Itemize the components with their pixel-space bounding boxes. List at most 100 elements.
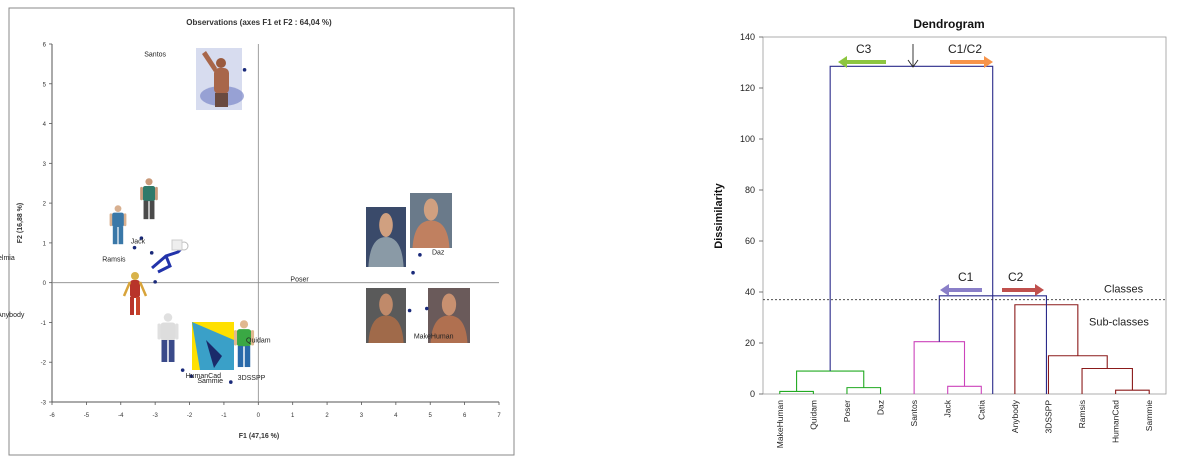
scatter-y-tick-label: 4 (43, 122, 47, 128)
scatter-y-tick-label: 0 (43, 281, 47, 287)
scatter-x-tick-label: 1 (291, 413, 295, 419)
scatter-point-delmia (132, 245, 137, 250)
scatter-point-quidam (407, 308, 412, 313)
dendrogram-y-tick-label: 140 (740, 32, 755, 42)
dendrogram-leaf-santos: Santos (909, 400, 919, 426)
scatter-y-tick-label: -3 (41, 401, 47, 407)
dendrogram-y-tick-label: 40 (745, 287, 755, 297)
dendrogram-y-tick-label: 20 (745, 338, 755, 348)
dendrogram-link-c3 (796, 370, 865, 392)
dendrogram-link-main (829, 65, 994, 394)
scatter-point-anybody (153, 280, 157, 284)
scatter-x-tick-label: 3 (360, 413, 364, 419)
scatter-point-sammie (189, 374, 194, 378)
ramsis-thumbnail (151, 239, 189, 274)
scatter-label-jack: Jack (131, 239, 146, 246)
scatter-points (132, 68, 429, 384)
scatter-y-tick-label: -2 (41, 361, 47, 367)
dendrogram-y-axis-label: Dissimilarity (713, 182, 725, 248)
dendrogram-plot-frame (762, 36, 1167, 395)
quidam-thumbnail (366, 288, 406, 343)
scatter-x-tick-label: 4 (394, 413, 398, 419)
scatter-x-tick-label: -5 (84, 413, 90, 419)
annotation-c3: C3 (856, 42, 872, 56)
scatter-y-tick-label: 6 (43, 43, 47, 49)
dendrogram-leaf-ramsis: Ramsis (1077, 400, 1087, 428)
dendrogram-leaf-catia: Catia (976, 400, 986, 420)
dendrogram-link-c2 (1115, 389, 1150, 394)
dendrogram-leaf-3dsspp: 3DSSPP (1043, 400, 1053, 434)
dendrogram-link-c3 (846, 387, 882, 394)
scatter-label-sammie: Sammie (197, 378, 223, 385)
scatter-point-poser (411, 270, 415, 275)
annotation-c1: C1 (958, 270, 974, 284)
dendrogram-leaf-quidam: Quidam (808, 400, 818, 430)
dendrogram-leaf-humancad: HumanCad (1111, 400, 1121, 443)
scatter-x-tick-label: 7 (497, 413, 501, 419)
scatter-x-tick-label: -6 (49, 413, 55, 419)
arrow-c1 (940, 284, 982, 296)
dendrogram-leaf-anybody: Anybody (1010, 399, 1020, 433)
dendrogram-chart: Dendrogram Dissimilarity 0 20 40 60 80 100 120… (713, 17, 1167, 448)
dendrogram-y-ticks: 0 20 40 60 80 100 120 140 (740, 32, 763, 399)
scatter-y-tick-label: 1 (43, 241, 47, 247)
daz-thumbnail (410, 193, 452, 248)
scatter-label-santos: Santos (144, 51, 166, 58)
scatter-y-ticks: -3 -2 -1 0 1 2 3 4 5 6 (41, 43, 52, 407)
scatter-point-daz (418, 253, 422, 257)
poser-thumbnail (366, 207, 406, 267)
dendrogram-y-tick-label: 120 (740, 83, 755, 93)
humancad-thumbnail (157, 313, 179, 362)
scatter-title: Observations (axes F1 et F2 : 64,04 %) (186, 18, 332, 27)
scatter-label-ramsis: Ramsis (102, 256, 126, 263)
scatter-label-delmia: Delmia (0, 255, 15, 262)
pointer-arrow (907, 44, 919, 68)
makehuman-thumbnail (428, 288, 470, 343)
scatter-label-3dsspp: 3DSSPP (238, 375, 266, 382)
dendrogram-y-tick-label: 100 (740, 134, 755, 144)
dendrogram-link-c1 (947, 385, 982, 394)
arrow-c2 (1002, 284, 1044, 296)
scatter-x-axis-label: F1 (47,16 %) (239, 433, 279, 440)
dendrogram-leaf-poser: Poser (842, 400, 852, 422)
scatter-x-tick-label: 0 (257, 413, 261, 419)
scatter-x-tick-label: 5 (429, 413, 433, 419)
dendrogram-title: Dendrogram (913, 17, 984, 31)
scatter-point-jack (139, 236, 144, 240)
dendrogram-frame (762, 36, 1167, 395)
scatter-y-axis-label: F2 (16,88 %) (17, 203, 24, 243)
delmia-thumbnail (109, 205, 127, 245)
scatter-label-daz: Daz (432, 250, 445, 257)
scatter-x-tick-label: -2 (187, 413, 193, 419)
dendrogram-link-c2 (1047, 355, 1108, 394)
arrow-c3 (838, 56, 886, 68)
annotation-c2: C2 (1008, 270, 1024, 284)
jack-thumbnail (140, 178, 158, 220)
scatter-y-tick-label: 3 (43, 162, 47, 168)
classes-label: Classes (1104, 284, 1144, 296)
scatter-label-makehuman: MakeHuman (414, 334, 454, 341)
arrow-c1c2 (950, 56, 993, 68)
scatter-point-santos (242, 68, 247, 72)
scatter-point-labels: Santos Jack Delmia Ramsis Anybody Poser Daz Qui… (0, 51, 454, 385)
dendrogram-y-tick-label: 80 (745, 185, 755, 195)
dendrogram-links (779, 65, 1150, 394)
scatter-y-tick-label: 5 (43, 82, 47, 88)
scatter-chart: Observations (axes F1 et F2 : 64,04 %) -… (0, 7, 515, 456)
scatter-point-3dsspp (229, 380, 233, 384)
scatter-point-ramsis (149, 251, 154, 255)
dendrogram-y-tick-label: 0 (750, 389, 755, 399)
scatter-label-anybody: Anybody (0, 312, 25, 319)
scatter-label-quidam: Quidam (246, 338, 271, 345)
dendrogram-annotations: C3 C1/C2 C1 C2 (838, 42, 1044, 296)
dendrogram-leaf-sammie: Sammie (1144, 400, 1154, 431)
scatter-label-humancad: HumanCad (186, 373, 222, 380)
scatter-axes (51, 44, 499, 403)
sammie-thumbnail (192, 322, 234, 370)
3dsspp-thumbnail (233, 320, 255, 368)
dendrogram-y-tick-label: 60 (745, 236, 755, 246)
subclasses-label: Sub-classes (1089, 317, 1149, 329)
scatter-x-tick-label: -4 (118, 413, 124, 419)
scatter-point-makehuman (424, 306, 429, 311)
